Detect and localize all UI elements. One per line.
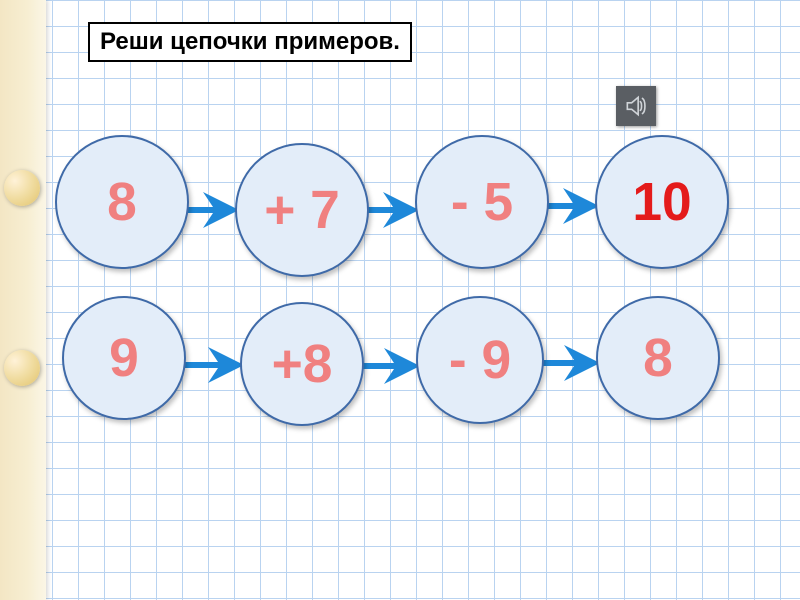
stage: Реши цепочки примеров. 8 + 7 - 5 10 9 +8 - 9 8 xyxy=(0,0,800,600)
chain-node: 9 xyxy=(62,296,186,420)
speaker-icon xyxy=(623,93,649,119)
chain-node-label: 9 xyxy=(109,328,139,389)
chain-node-label: + 7 xyxy=(264,180,340,241)
chain-node-label: 8 xyxy=(643,328,673,389)
chain-node-label: 10 xyxy=(632,172,691,233)
chain-node-label: +8 xyxy=(272,334,333,395)
chain-node: - 9 xyxy=(416,296,544,424)
chain-node-label: 8 xyxy=(107,172,137,233)
chain-node: 10 xyxy=(595,135,729,269)
audio-button[interactable] xyxy=(616,86,656,126)
task-title-text: Реши цепочки примеров. xyxy=(100,28,400,55)
decorative-left-strip xyxy=(0,0,46,600)
chain-node: +8 xyxy=(240,302,364,426)
chain-node: + 7 xyxy=(235,143,369,277)
chain-node-label: - 9 xyxy=(449,330,511,391)
chain-node: - 5 xyxy=(415,135,549,269)
bead-ornament xyxy=(4,170,40,206)
chain-node: 8 xyxy=(596,296,720,420)
task-title: Реши цепочки примеров. xyxy=(88,22,412,62)
chain-node: 8 xyxy=(55,135,189,269)
chain-node-label: - 5 xyxy=(451,172,513,233)
bead-ornament xyxy=(4,350,40,386)
